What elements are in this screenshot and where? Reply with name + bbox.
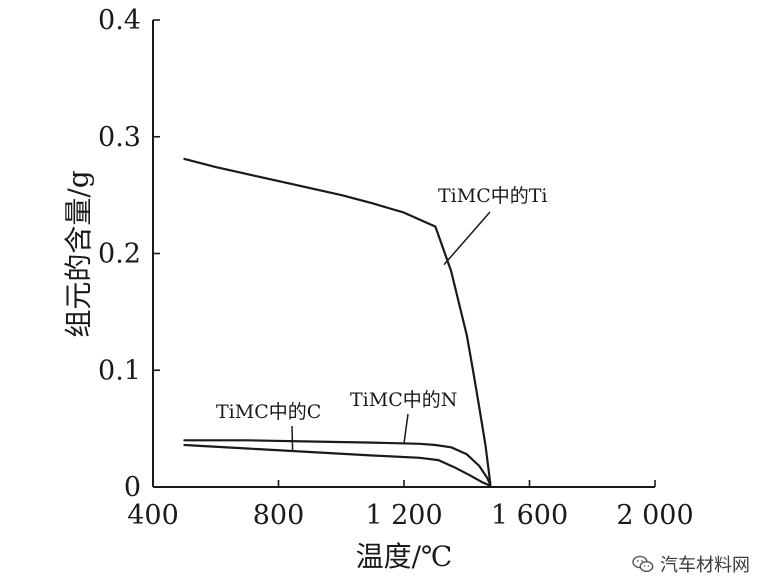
annotation-c-label: TiMC中的C [216, 401, 321, 423]
series-line-ti [183, 157, 492, 485]
y-axis-title: 组元的含量/g [62, 170, 95, 337]
x-axis-title: 温度/℃ [356, 540, 453, 573]
y-tick-label: 0 [124, 472, 141, 503]
annotation-n-leader [403, 413, 409, 444]
series-line-n [183, 439, 492, 486]
annotation-ti-leader [443, 211, 491, 266]
x-tick-label: 800 [253, 500, 305, 531]
y-tick-label: 0.2 [98, 239, 141, 270]
y-tick-label: 0.4 [98, 5, 141, 36]
annotation-leaders [291, 211, 491, 452]
ticks: 400 800 1 200 1 600 2 000 0 0.1 0.2 0.3 0.4 [98, 5, 694, 531]
series-lines [183, 157, 492, 487]
annotation-c-leader [291, 425, 294, 452]
annotations: TiMC中的Ti TiMC中的C TiMC中的N [216, 185, 548, 423]
watermark-text: 汽车材料网 [660, 555, 750, 576]
series-line-c [183, 443, 492, 487]
x-tick-label: 1 200 [365, 500, 442, 531]
x-tick-label: 400 [127, 500, 179, 531]
annotation-ti-label: TiMC中的Ti [438, 185, 548, 207]
annotation-n-label: TiMC中的N [350, 389, 457, 411]
y-tick-label: 0.1 [98, 355, 141, 386]
y-tick-label: 0.3 [98, 122, 141, 153]
x-tick-label: 2 000 [616, 500, 693, 531]
watermark: 汽车材料网 [632, 551, 750, 577]
wechat-logo-icon [632, 555, 654, 573]
x-tick-label: 1 600 [491, 500, 568, 531]
